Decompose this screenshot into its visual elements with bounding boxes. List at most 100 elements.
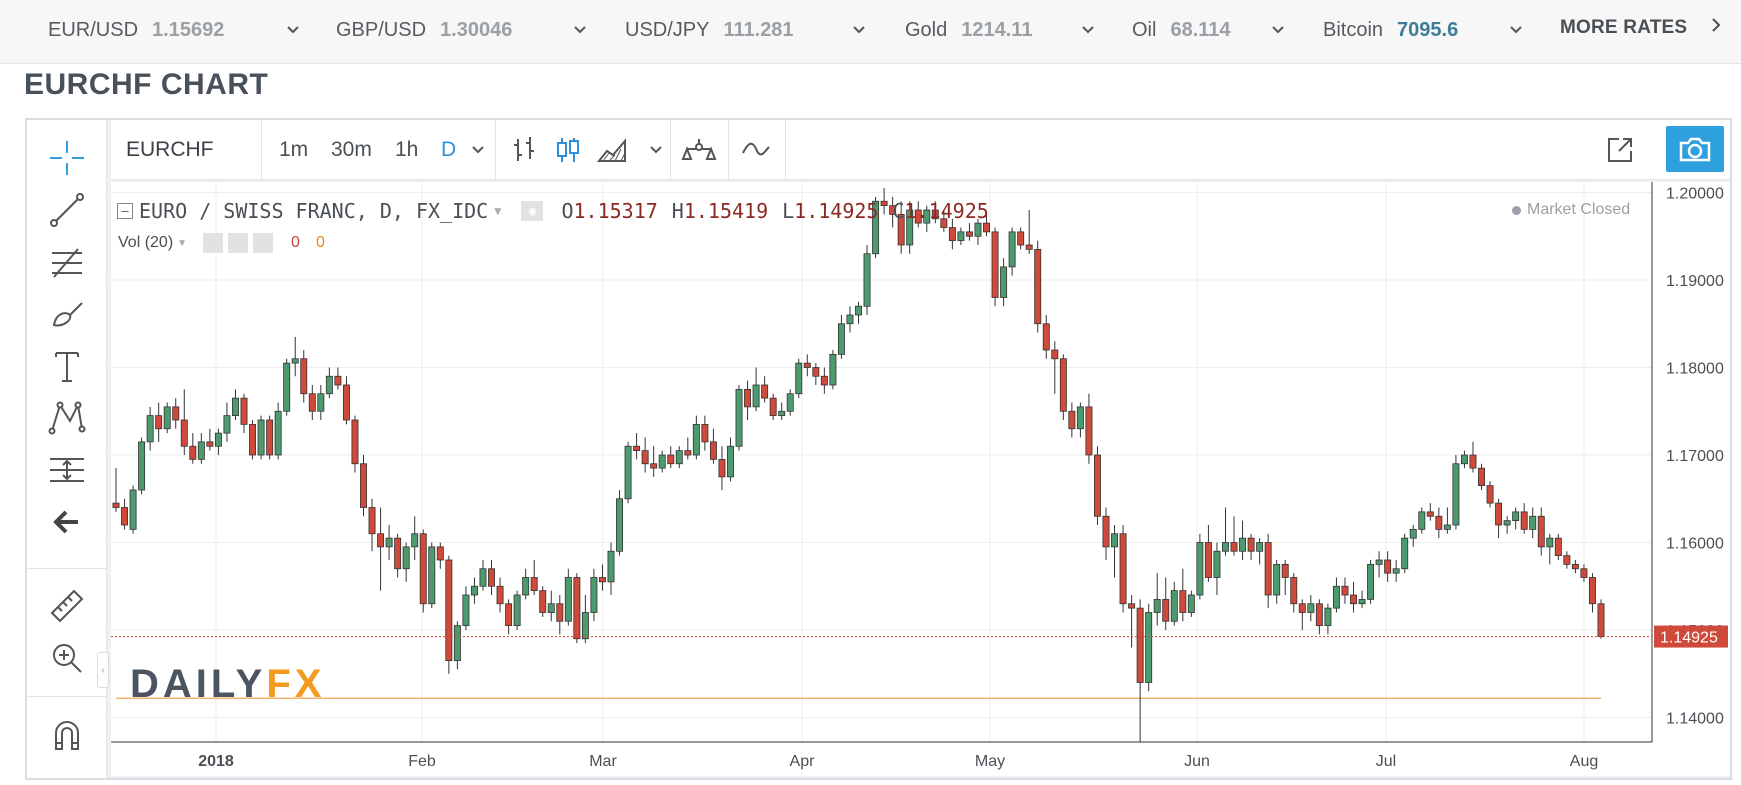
- timeframe-1m[interactable]: 1m: [279, 138, 309, 161]
- rate-bitcoin[interactable]: Bitcoin 7095.6: [1323, 17, 1458, 43]
- candle-body: [1426, 511, 1434, 517]
- candle-body: [1418, 511, 1426, 530]
- timeframe-30m[interactable]: 30m: [331, 138, 372, 161]
- zoom-in-icon[interactable]: [47, 638, 87, 678]
- candle-body: [991, 231, 999, 298]
- pattern-tool-icon[interactable]: [47, 398, 87, 438]
- close-icon[interactable]: [253, 233, 274, 253]
- chevron-down-icon[interactable]: [1271, 17, 1285, 43]
- timeframe-d[interactable]: D: [441, 138, 457, 161]
- candle-body: [496, 585, 504, 605]
- magnet-icon[interactable]: [47, 714, 87, 754]
- candle-body: [889, 205, 897, 215]
- crosshair-icon[interactable]: [47, 138, 87, 178]
- candle-body: [1341, 585, 1349, 596]
- eye-icon[interactable]: ◉: [521, 201, 544, 221]
- candle-body: [505, 603, 513, 627]
- candle-body: [1230, 542, 1238, 552]
- candle-body: [385, 537, 393, 548]
- popout-icon[interactable]: [1605, 120, 1635, 180]
- candle-body: [897, 213, 905, 246]
- candle-body: [658, 454, 666, 469]
- rate-eurusd[interactable]: EUR/USD 1.15692: [48, 17, 224, 43]
- candle-body: [1093, 454, 1101, 517]
- timeframe-1h[interactable]: 1h: [395, 138, 419, 161]
- measure-lines-icon[interactable]: [47, 450, 87, 490]
- candle-body: [1170, 590, 1178, 622]
- text-tool-icon[interactable]: [47, 346, 87, 386]
- candle-body: [1503, 520, 1511, 526]
- chevron-down-icon[interactable]: [649, 120, 663, 180]
- candle-body: [761, 384, 769, 399]
- trend-line-icon[interactable]: [47, 190, 87, 230]
- legend-title: EURO / SWISS FRANC, D, FX_IDC: [139, 199, 489, 223]
- screenshot-button[interactable]: [1666, 126, 1724, 172]
- candle-body: [470, 585, 478, 596]
- collapse-toolbar-button[interactable]: ‹: [97, 652, 109, 688]
- candle-body: [906, 209, 914, 246]
- rate-value: 1214.11: [961, 18, 1033, 41]
- rate-gold[interactable]: Gold 1214.11: [905, 17, 1032, 43]
- candle-body: [965, 231, 973, 237]
- more-rates-link[interactable]: MORE RATES: [1560, 17, 1688, 38]
- fib-tool-icon[interactable]: [47, 242, 87, 282]
- candle-body: [1000, 266, 1008, 298]
- candlestick-chart[interactable]: 1.140001.150001.160001.170001.180001.190…: [111, 182, 1730, 776]
- candle-body: [1350, 594, 1357, 605]
- rate-oil[interactable]: Oil 68.114: [1132, 17, 1231, 43]
- indicators-icon[interactable]: [741, 120, 771, 180]
- candle-body: [1486, 485, 1494, 504]
- candle-body: [812, 367, 820, 377]
- candle-body: [1375, 559, 1383, 565]
- bars-chart-icon[interactable]: [509, 120, 539, 180]
- chevron-down-icon[interactable]: [286, 17, 300, 43]
- caret-down-icon[interactable]: ▼: [177, 237, 188, 249]
- candles-chart-icon[interactable]: [553, 120, 583, 180]
- rate-usdjpy[interactable]: USD/JPY 111.281: [625, 17, 794, 43]
- close-label: C: [892, 199, 905, 223]
- candle-body: [744, 388, 752, 408]
- candle-body: [1196, 542, 1204, 596]
- candle-body: [692, 423, 700, 456]
- rate-gbpusd[interactable]: GBP/USD 1.30046: [336, 17, 512, 43]
- caret-down-icon[interactable]: ▼: [494, 204, 502, 218]
- candle-body: [1324, 607, 1332, 627]
- chevron-right-icon[interactable]: [1710, 16, 1722, 40]
- candle-body: [351, 419, 359, 465]
- chevron-down-icon[interactable]: [1081, 17, 1095, 43]
- chart-area[interactable]: 1.140001.150001.160001.170001.180001.190…: [111, 182, 1730, 776]
- candle-body: [940, 218, 948, 228]
- candle-body: [983, 222, 990, 233]
- candle-body: [283, 362, 291, 412]
- y-tick-label: 1.19000: [1666, 273, 1724, 290]
- collapse-legend-icon[interactable]: –: [117, 203, 133, 219]
- x-tick-label: Apr: [790, 753, 816, 770]
- brush-icon[interactable]: [47, 294, 87, 334]
- high-value: 1.15419: [683, 199, 769, 223]
- candle-body: [1068, 410, 1076, 430]
- candle-body: [146, 415, 154, 443]
- area-chart-icon[interactable]: [597, 120, 627, 180]
- eye-icon[interactable]: [203, 233, 224, 253]
- chevron-down-icon[interactable]: [471, 120, 485, 180]
- candle-body: [727, 445, 734, 478]
- candle-body: [974, 222, 982, 237]
- arrow-left-icon[interactable]: [47, 502, 87, 542]
- market-status: Market Closed: [1512, 201, 1630, 219]
- candle-body: [607, 550, 615, 583]
- candle-body: [914, 209, 922, 224]
- settings-icon[interactable]: [228, 233, 249, 253]
- chevron-down-icon[interactable]: [573, 17, 587, 43]
- candle-body: [1187, 594, 1195, 613]
- candle-body: [334, 375, 342, 386]
- ruler-icon[interactable]: [47, 586, 87, 626]
- symbol-search[interactable]: EURCHF: [126, 138, 214, 161]
- candle-body: [522, 577, 530, 596]
- candle-body: [1222, 542, 1229, 552]
- candle-body: [163, 406, 171, 430]
- compare-icon[interactable]: [681, 120, 717, 180]
- chevron-down-icon[interactable]: [852, 17, 866, 43]
- chevron-down-icon[interactable]: [1509, 17, 1523, 43]
- candle-body: [573, 577, 581, 640]
- candle-body: [1452, 463, 1460, 526]
